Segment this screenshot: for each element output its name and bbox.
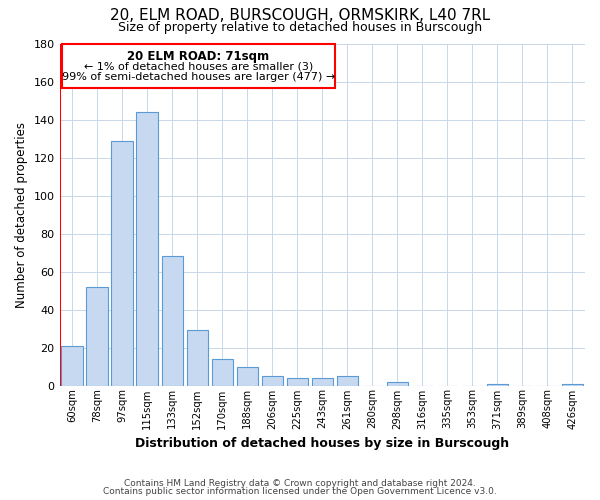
Bar (262, 376, 283, 386)
Bar (86, 287, 108, 386)
Bar (487, 384, 508, 386)
Bar (311, 378, 333, 386)
Text: 20, ELM ROAD, BURSCOUGH, ORMSKIRK, L40 7RL: 20, ELM ROAD, BURSCOUGH, ORMSKIRK, L40 7… (110, 8, 490, 22)
Bar (161, 256, 183, 386)
Bar (112, 141, 133, 386)
Text: Size of property relative to detached houses in Burscough: Size of property relative to detached ho… (118, 21, 482, 34)
Text: Contains HM Land Registry data © Crown copyright and database right 2024.: Contains HM Land Registry data © Crown c… (124, 478, 476, 488)
Text: Contains public sector information licensed under the Open Government Licence v3: Contains public sector information licen… (103, 487, 497, 496)
Bar (136, 112, 158, 386)
Text: 20 ELM ROAD: 71sqm: 20 ELM ROAD: 71sqm (127, 50, 269, 62)
Bar (287, 378, 308, 386)
Bar (236, 366, 258, 386)
FancyBboxPatch shape (62, 44, 335, 88)
Bar (337, 376, 358, 386)
Bar (187, 330, 208, 386)
Y-axis label: Number of detached properties: Number of detached properties (15, 122, 28, 308)
Bar (387, 382, 408, 386)
Bar (212, 359, 233, 386)
Text: ← 1% of detached houses are smaller (3): ← 1% of detached houses are smaller (3) (83, 61, 313, 71)
Text: 99% of semi-detached houses are larger (477) →: 99% of semi-detached houses are larger (… (62, 72, 335, 83)
X-axis label: Distribution of detached houses by size in Burscough: Distribution of detached houses by size … (135, 437, 509, 450)
Bar (61, 346, 83, 386)
Bar (562, 384, 583, 386)
